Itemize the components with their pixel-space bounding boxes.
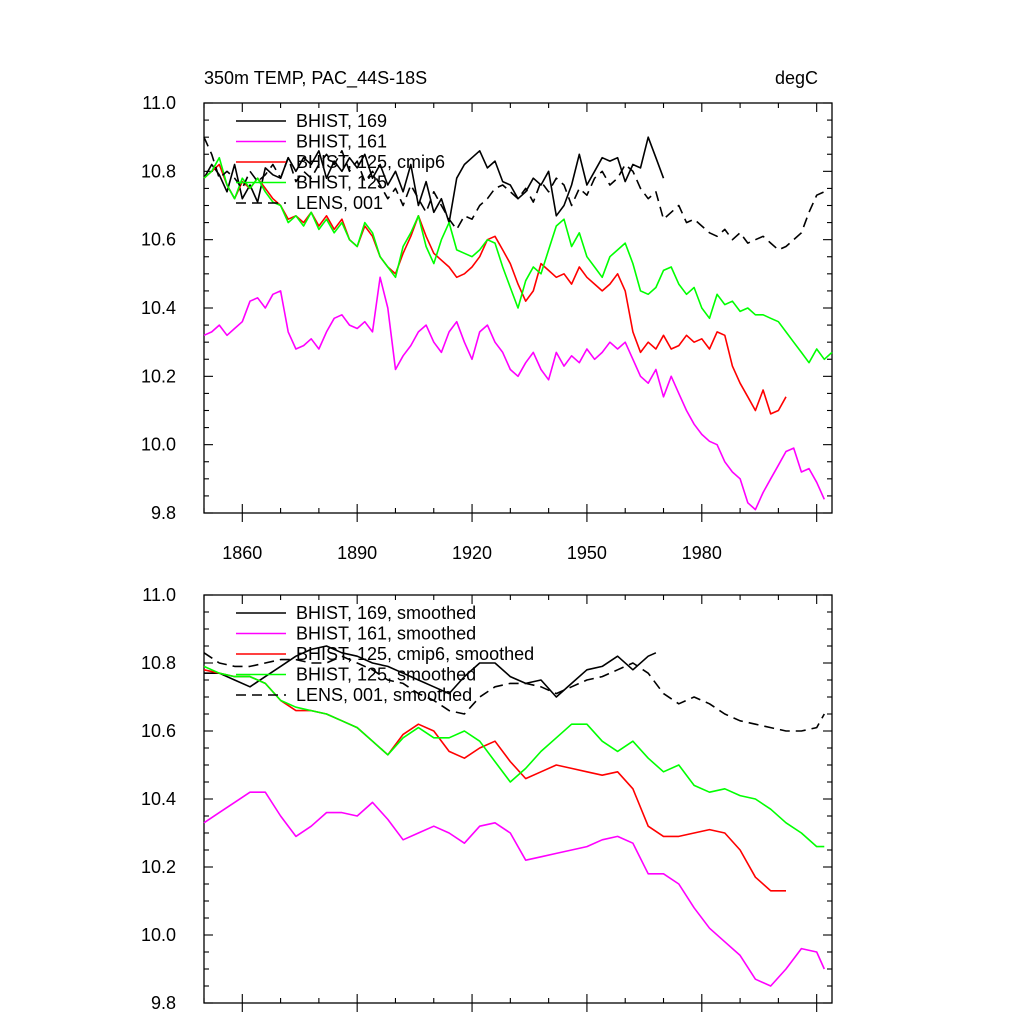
x-tick-label: 1920	[452, 543, 492, 563]
x-tick-label: 1860	[222, 543, 262, 563]
y-tick-label: 9.8	[151, 503, 176, 523]
chart-title-left: 350m TEMP, PAC_44S-18S	[204, 68, 427, 89]
y-tick-label: 10.2	[141, 366, 176, 386]
series-line-5	[203, 652, 825, 732]
series-line-4	[203, 665, 825, 848]
y-tick-label: 10.6	[141, 230, 176, 250]
chart-title-right: degC	[775, 68, 818, 88]
legend-label: BHIST, 169, smoothed	[296, 603, 476, 623]
top-chart-panel: 11.0 10.8 10.6 10.4 10.2 10.0 9.8 1860 1890 1920 1…	[141, 93, 833, 563]
x-tick-label: 1950	[567, 543, 607, 563]
series-line-3	[203, 669, 786, 892]
legend-label: BHIST, 169	[296, 111, 387, 131]
series-line-4	[203, 156, 833, 364]
y-tick-label: 10.0	[141, 925, 176, 945]
y-tick-label: 10.0	[141, 435, 176, 455]
y-tick-label: 11.0	[142, 93, 176, 113]
series-line-1	[204, 645, 657, 698]
legend-label: BHIST, 161, smoothed	[296, 624, 476, 644]
legend-label: LENS, 001	[296, 193, 383, 213]
y-tick-label: 10.6	[141, 721, 176, 741]
y-tick-label: 10.8	[141, 161, 176, 181]
legend-label: BHIST, 125	[296, 173, 387, 193]
x-tick-label: 1980	[682, 543, 722, 563]
series-line-5	[203, 136, 825, 251]
legend-label: BHIST, 125, cmip6, smoothed	[296, 644, 534, 664]
legend-label: BHIST, 161	[296, 132, 387, 152]
y-tick-label: 10.4	[141, 789, 176, 809]
series-line-3	[203, 163, 787, 415]
y-tick-label: 10.2	[141, 857, 176, 877]
legend-label: BHIST, 125, smoothed	[296, 665, 476, 685]
y-tick-label: 9.8	[151, 993, 176, 1013]
legend-label: LENS, 001, smoothed	[296, 685, 472, 705]
y-tick-label: 11.0	[142, 585, 176, 605]
x-tick-label: 1890	[337, 543, 377, 563]
series-line-2	[203, 791, 826, 987]
legend-label: BHIST, 125, cmip6	[296, 152, 445, 172]
bottom-chart-panel: 11.0 10.8 10.6 10.4 10.2 10.0 9.8 BHIST, 169, s…	[141, 585, 833, 1013]
series-line-2	[203, 276, 826, 511]
y-tick-label: 10.8	[141, 653, 176, 673]
y-tick-label: 10.4	[141, 298, 176, 318]
